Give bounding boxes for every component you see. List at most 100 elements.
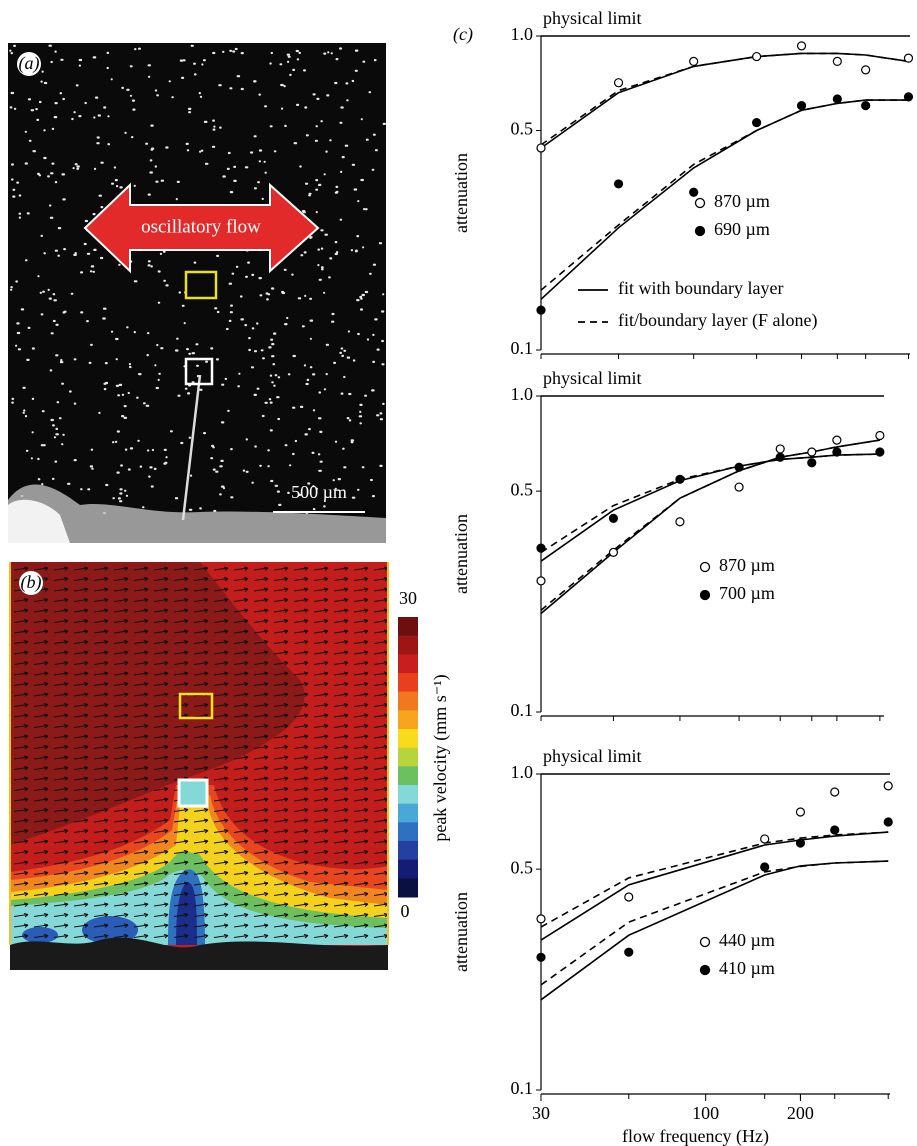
fit-line [540, 99, 909, 291]
data-point [752, 117, 762, 128]
data-point [624, 947, 634, 957]
panel-label: (a) [19, 53, 40, 74]
data-point [832, 56, 842, 67]
y-tick-label: 0.1 [511, 338, 534, 358]
legend-label: 870 µm [719, 555, 775, 575]
data-point [875, 430, 885, 441]
data-point [807, 458, 817, 468]
data-point [536, 543, 546, 553]
scale-label: 500 µm [291, 482, 347, 502]
colorbar-max: 30 [399, 588, 417, 608]
data-point [807, 447, 817, 457]
colorbar-cell [398, 803, 418, 823]
data-point [875, 447, 885, 457]
data-point [883, 817, 893, 827]
data-point [830, 787, 840, 797]
colorbar-cell [398, 729, 418, 749]
y-axis-label: attenuation [451, 153, 471, 233]
data-point [608, 513, 619, 523]
limit-label: physical limit [543, 368, 642, 388]
data-point [689, 187, 699, 197]
fit-line [540, 453, 880, 562]
data-point [796, 41, 807, 51]
legend-marker [699, 936, 711, 948]
flow-arrow [83, 182, 320, 274]
y-tick-label: 0.5 [511, 479, 534, 499]
data-point [861, 101, 871, 111]
data-point [861, 65, 871, 75]
legend-label: fit with boundary layer [618, 278, 783, 298]
colorbar-cell [398, 617, 418, 637]
data-point [675, 474, 685, 484]
data-point [830, 825, 840, 835]
y-tick-label: 0.1 [511, 700, 534, 720]
legend-label: 410 µm [719, 958, 775, 978]
data-point [832, 435, 842, 445]
fit-line [540, 860, 889, 986]
colorbar-cell [398, 785, 418, 805]
roi-white [177, 778, 209, 808]
data-point [832, 94, 842, 104]
data-point [608, 547, 619, 557]
colorbar-min: 0 [401, 901, 410, 921]
data-point [734, 482, 744, 492]
colorbar-cell [398, 878, 418, 898]
data-point [624, 892, 634, 902]
legend-label: fit/boundary layer (F alone) [618, 310, 817, 331]
data-point [903, 53, 914, 63]
colorbar-cell [398, 766, 418, 786]
arrow-label: oscillatory flow [141, 216, 261, 237]
data-point [795, 838, 806, 848]
roi-yellow [178, 692, 214, 720]
colorbar-cell [398, 673, 418, 693]
data-point [775, 452, 785, 462]
data-point [903, 92, 914, 102]
label-bg [17, 52, 41, 76]
fit-line [540, 52, 909, 146]
roi-white [184, 357, 214, 386]
x-tick-label: 200 [787, 1103, 814, 1123]
contour [176, 882, 197, 945]
data-point [536, 143, 546, 153]
streak [181, 374, 202, 521]
data-point [536, 914, 546, 924]
micrograph [8, 43, 386, 543]
panel-label: (b) [21, 572, 42, 593]
glare [8, 499, 70, 543]
data-point [613, 179, 624, 189]
contour [22, 927, 58, 943]
y-tick-label: 0.5 [511, 857, 534, 877]
limit-label: physical limit [543, 8, 642, 28]
legend-marker [694, 225, 706, 237]
colorbar-cell [398, 635, 418, 655]
colorbar [398, 617, 418, 898]
x-tick-label: 30 [532, 1103, 550, 1123]
y-axis-label: attenuation [451, 892, 471, 972]
fit-line [540, 439, 881, 611]
y-tick-label: 1.0 [511, 762, 534, 782]
data-point [613, 78, 624, 88]
fit-line [540, 831, 889, 928]
panel-label: (c) [453, 24, 473, 45]
fit-line [540, 52, 909, 149]
colorbar-cell [398, 691, 418, 711]
data-point [883, 781, 893, 791]
fit-line [540, 453, 880, 554]
x-tick-label: 100 [692, 1103, 719, 1123]
legend-label: 690 µm [714, 219, 770, 239]
colorbar-cell [398, 841, 418, 861]
velocity-vectors [13, 566, 389, 939]
data-point [536, 305, 546, 315]
roi-yellow [184, 270, 218, 300]
colorbar-cell [398, 859, 418, 879]
colorbar-title: peak velocity (mm s⁻¹) [430, 674, 451, 841]
legend-label: 870 µm [714, 191, 770, 211]
legend-label: 440 µm [719, 930, 775, 950]
legend-marker [699, 964, 711, 976]
legend-marker [699, 589, 711, 601]
legend-marker [699, 561, 711, 573]
fit-line [540, 831, 889, 941]
data-point [796, 101, 807, 111]
legend-label: 700 µm [719, 583, 775, 603]
